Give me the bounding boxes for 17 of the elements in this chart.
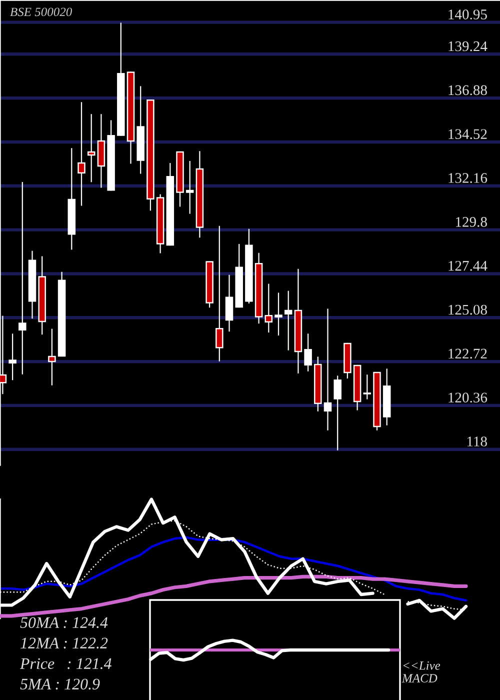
y-tick-label: 127.44 bbox=[448, 260, 488, 271]
y-tick-label: 122.72 bbox=[448, 348, 487, 359]
text: 12MA : 122.2 bbox=[20, 638, 108, 649]
text: 5MA : 120.9 bbox=[20, 678, 100, 690]
text: Price : 121.4 bbox=[20, 658, 112, 670]
y-tick-label: 132.16 bbox=[448, 173, 488, 183]
y-tick-label: 118 bbox=[467, 436, 487, 446]
y-tick-label: 134.52 bbox=[448, 129, 487, 140]
text: <<Live MACD bbox=[402, 661, 440, 682]
y-tick-label: 139.24 bbox=[448, 41, 488, 52]
chart-title: BSE 500020 bbox=[10, 8, 72, 16]
y-tick-label: 120.36 bbox=[448, 392, 488, 403]
y-tick-label: 129.8 bbox=[456, 217, 487, 227]
annotation: 50MA : 124.4 bbox=[20, 617, 108, 628]
y-tick-label: 125.08 bbox=[448, 304, 487, 315]
y-tick-label: 136.88 bbox=[448, 85, 487, 96]
y-tick-label: 140.95 bbox=[448, 10, 487, 20]
